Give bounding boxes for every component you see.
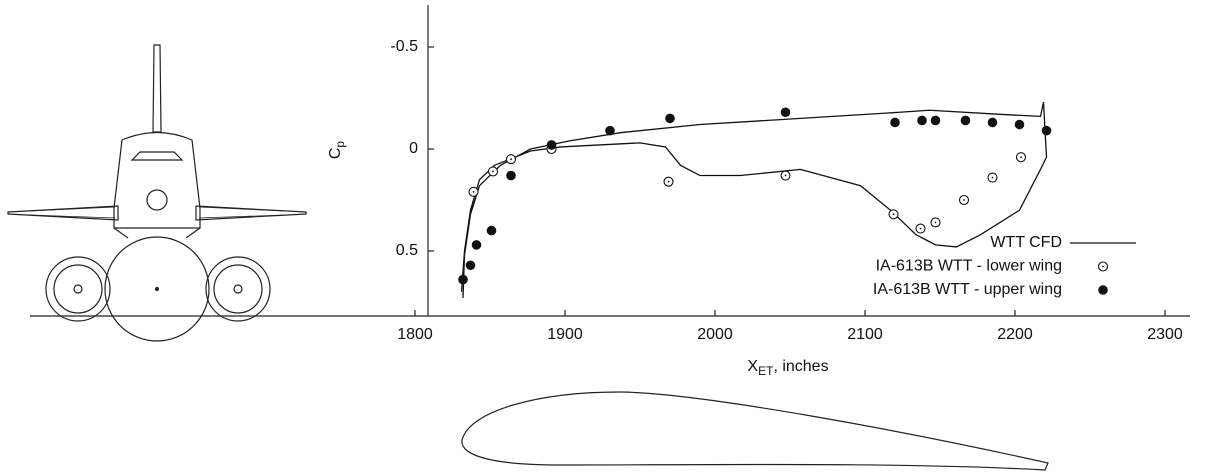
data-point	[780, 107, 791, 118]
y-tick-label: -0.5	[390, 38, 418, 55]
x-tick-label: 2300	[1147, 326, 1183, 343]
marker-center	[991, 176, 994, 179]
data-point	[1014, 119, 1025, 130]
data-point	[1041, 125, 1052, 136]
x-tick-label: 2000	[697, 326, 733, 343]
x-tick-label: 2100	[847, 326, 883, 343]
x-label-main: X	[747, 358, 758, 375]
marker-center	[1102, 265, 1104, 268]
data-point	[605, 125, 615, 136]
marker-center	[784, 174, 787, 177]
marker-center	[1020, 156, 1022, 159]
shuttle-drawing	[7, 44, 307, 342]
marker-center	[919, 227, 922, 230]
data-point	[546, 140, 557, 150]
marker-center	[510, 158, 512, 161]
legend-label: WTT CFD	[990, 234, 1062, 251]
marker-center	[892, 213, 895, 216]
legend-label: IA-613B WTT - lower wing	[876, 258, 1062, 275]
y-label-sub: p	[333, 141, 347, 148]
airfoil-drawing	[461, 391, 1049, 471]
marker-center	[667, 180, 670, 183]
data-point	[506, 170, 516, 181]
data-point	[987, 117, 998, 128]
data-point	[458, 274, 468, 285]
data-point	[930, 115, 941, 126]
marker-center	[492, 170, 494, 173]
marker-center	[963, 199, 965, 201]
legend-label: IA-613B WTT - upper wing	[873, 281, 1062, 298]
data-point	[471, 240, 482, 250]
x-tick-label: 1800	[397, 326, 433, 343]
data-point	[960, 115, 971, 126]
data-point	[917, 115, 927, 126]
x-tick-label: 2200	[997, 326, 1033, 343]
y-tick-label: 0	[409, 140, 418, 157]
legend-marker	[1098, 285, 1108, 295]
cfd-line	[460, 101, 1048, 298]
y-axis-label: Cp	[327, 141, 347, 160]
y-tick-label: 0.5	[396, 242, 418, 259]
x-label-rest: , inches	[773, 358, 828, 375]
x-tick-label: 1900	[547, 326, 583, 343]
x-label-sub: ET	[758, 364, 774, 378]
x-axis-label: XET, inches	[747, 358, 828, 378]
data-point	[890, 117, 900, 128]
data-point	[486, 225, 497, 236]
data-point	[665, 113, 675, 124]
marker-center	[934, 221, 937, 224]
data-point	[465, 260, 476, 271]
marker-center	[472, 190, 475, 193]
y-label-main: C	[327, 148, 344, 160]
